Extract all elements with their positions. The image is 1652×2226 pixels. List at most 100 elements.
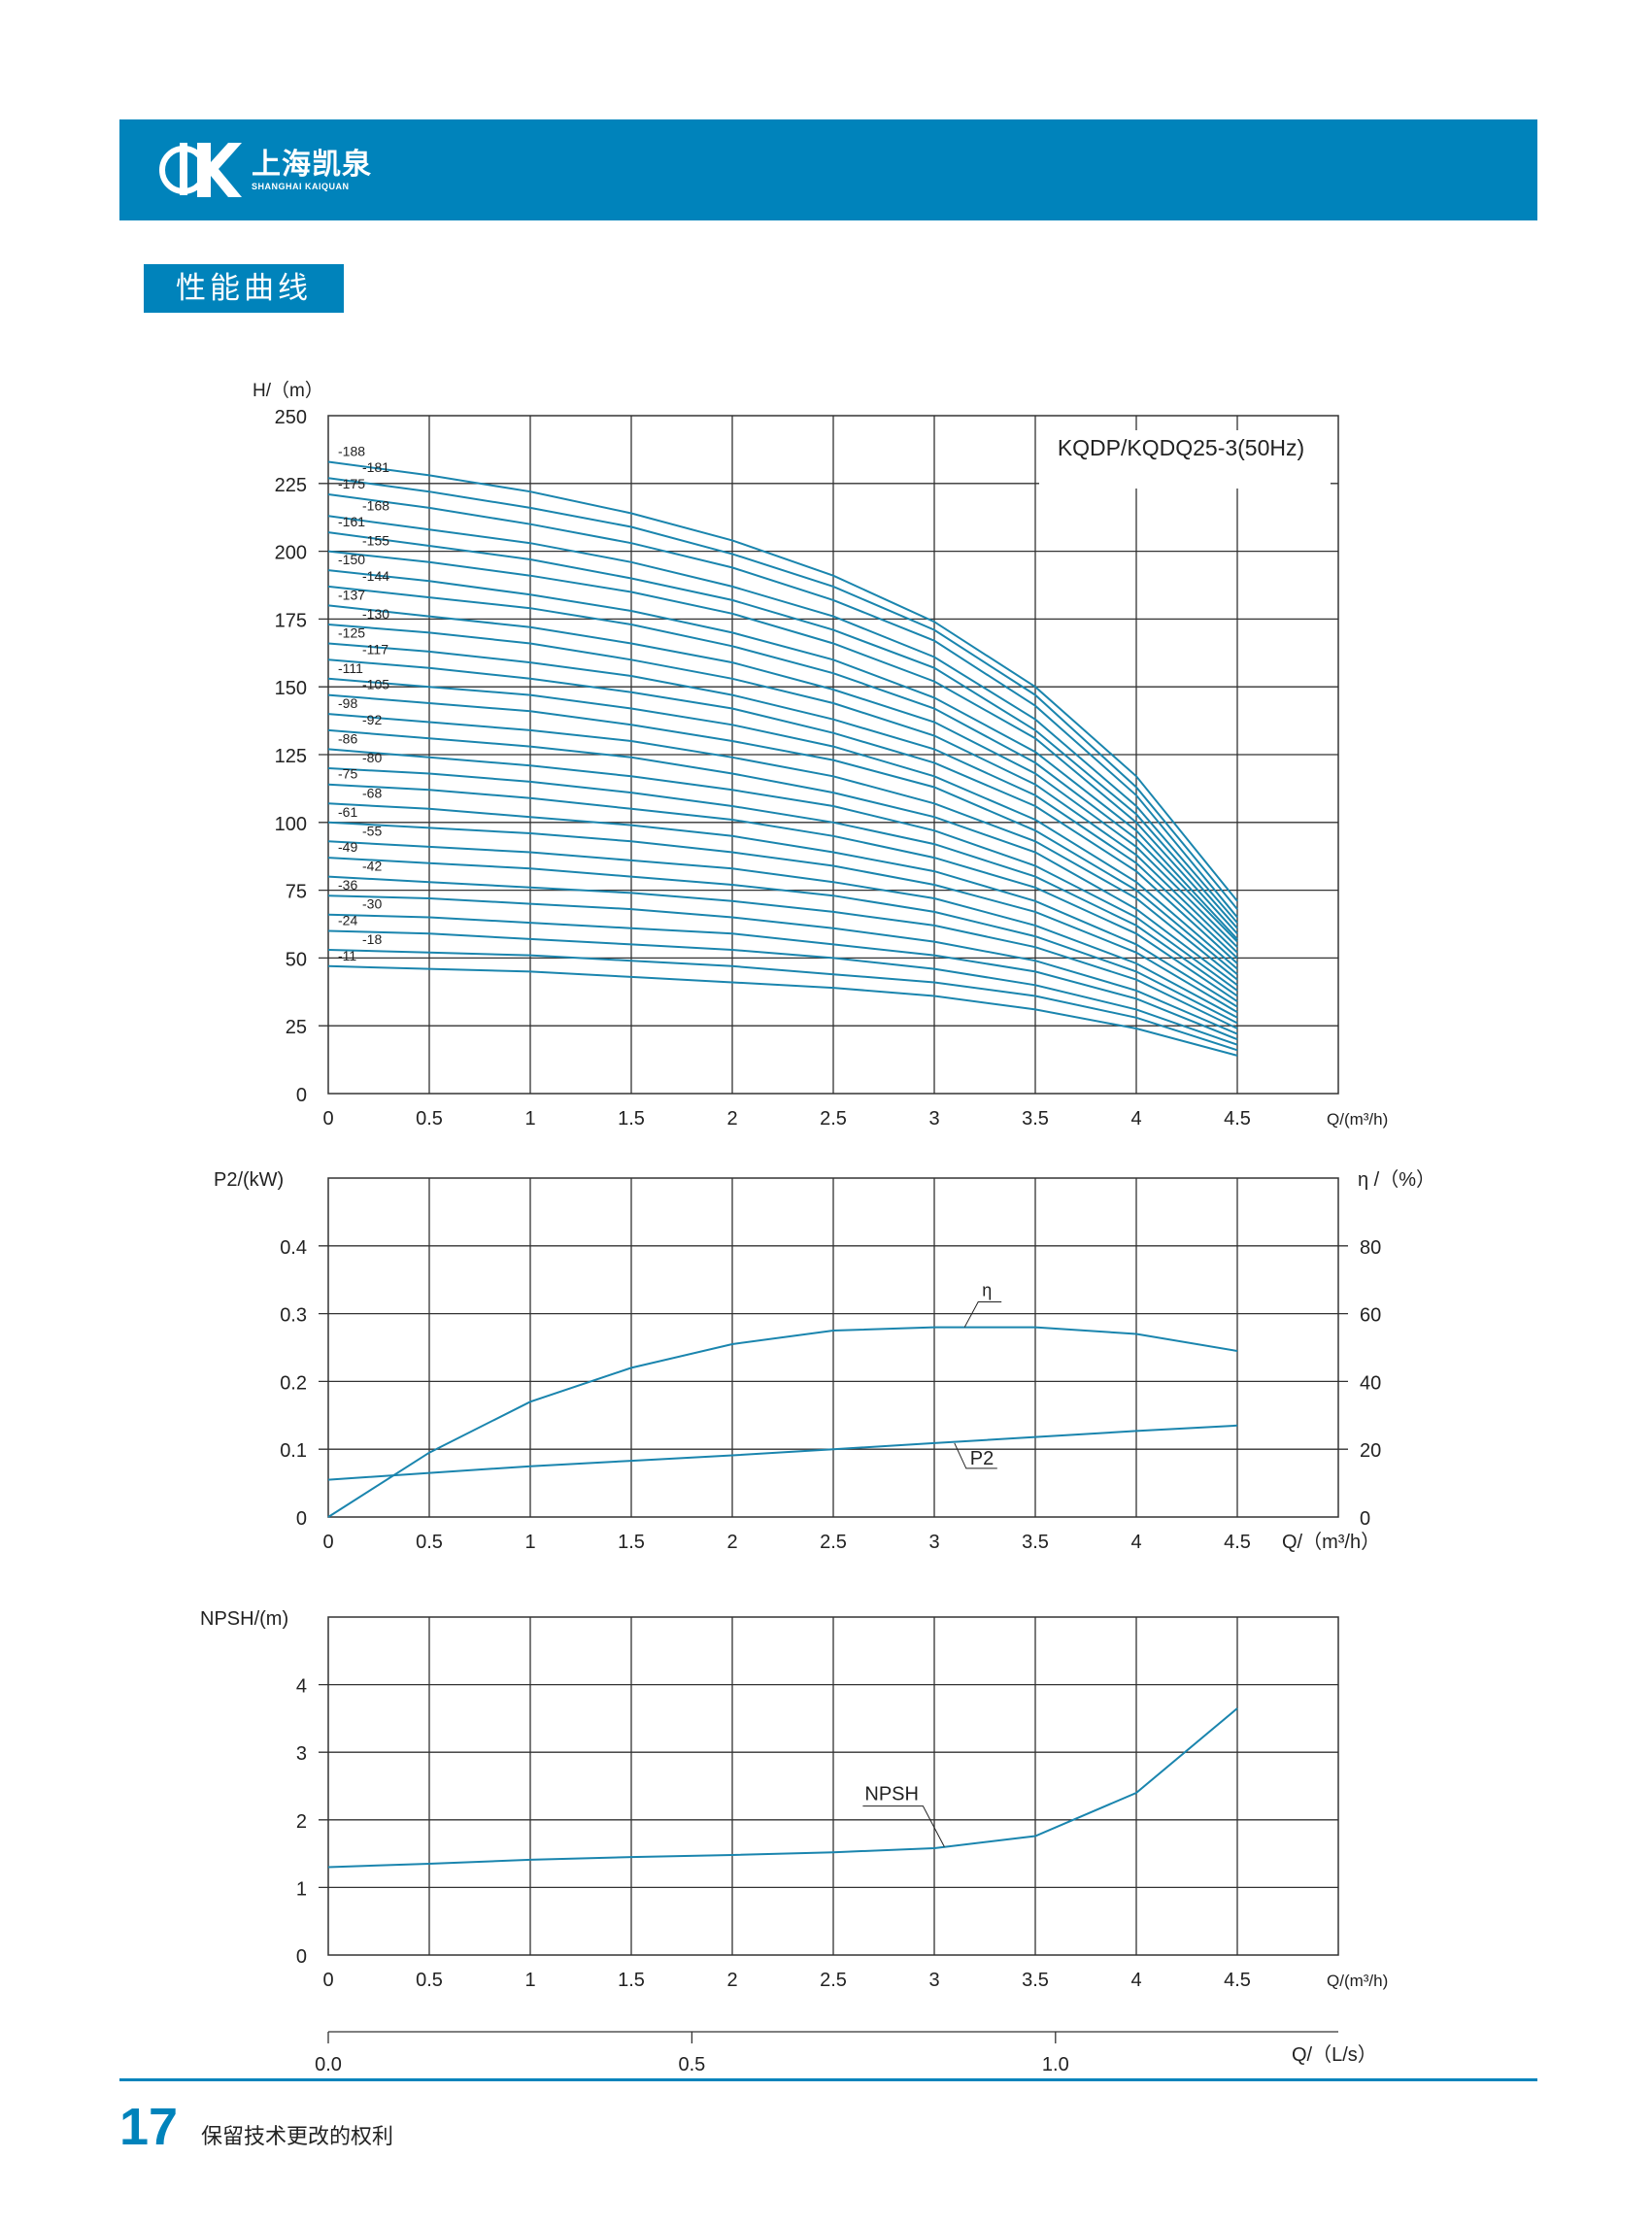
series-label: -98 <box>338 695 357 711</box>
x-tick-label: 2 <box>726 1532 737 1553</box>
chart-title: KQDP/KQDQ25-3(50Hz) <box>1058 435 1304 460</box>
y-tick-label: 0 <box>296 1946 307 1968</box>
y2-tick-label: 40 <box>1360 1372 1381 1394</box>
npsh-chart: 0 0.5 1 1.5 2 2.5 3 3.5 4 4.5 0 1 2 3 4 NPSH/(m) Q/(m³/h… <box>200 1608 1388 2075</box>
x-tick-label: 3.5 <box>1022 1108 1049 1130</box>
y2-axis-label: η /（%） <box>1358 1168 1435 1191</box>
x-axis-label: Q/(m³/h) <box>1327 1972 1388 1990</box>
head-curve-series <box>327 857 1238 1025</box>
y-tick-label: 150 <box>275 678 307 699</box>
series-label: -144 <box>362 568 389 584</box>
series-label: -92 <box>362 712 382 727</box>
series-label: -150 <box>338 552 365 567</box>
head-curve-series <box>327 677 1238 970</box>
head-curve-series <box>327 964 1238 1057</box>
y-tick-label: 25 <box>286 1017 307 1038</box>
npsh-series <box>327 1707 1238 1869</box>
x-tick-label: 2.5 <box>820 1108 847 1130</box>
y2-tick-label: 20 <box>1360 1440 1381 1462</box>
head-curve-series <box>327 949 1238 1052</box>
y-axis-label: P2/(kW) <box>214 1169 284 1191</box>
series-leader-line <box>862 1805 945 1847</box>
x-tick-label: 3 <box>928 1970 939 1991</box>
head-curve-series <box>327 802 1238 1008</box>
head-curve-series <box>327 748 1238 992</box>
y-tick-label: 200 <box>275 543 307 564</box>
head-curve-series <box>327 713 1238 981</box>
x-tick-label: 2.5 <box>820 1970 847 1991</box>
series-label: -24 <box>338 912 357 928</box>
y-tick-label: 175 <box>275 610 307 631</box>
head-curve-series <box>327 728 1238 987</box>
series-label: -49 <box>338 839 357 855</box>
x-tick-label: 3.5 <box>1022 1970 1049 1991</box>
head-curve-series <box>327 658 1238 964</box>
x-tick-label: 0 <box>322 1532 333 1553</box>
x-tick-label: 1.5 <box>618 1532 645 1553</box>
head-curve-series <box>327 767 1238 997</box>
series-label: -168 <box>362 497 389 513</box>
x-tick-label: 4.5 <box>1224 1532 1251 1553</box>
head-curve-series <box>327 840 1238 1019</box>
y-tick-label: 0.2 <box>280 1372 307 1394</box>
y-tick-label: 75 <box>286 882 307 903</box>
head-curve-series <box>327 550 1238 934</box>
series-label: -117 <box>362 641 388 657</box>
y-tick-label: 1 <box>296 1878 307 1900</box>
series-label: -130 <box>362 606 389 622</box>
head-curve-series <box>327 515 1238 924</box>
head-curve-series <box>327 569 1238 940</box>
power-efficiency-chart: 0 0.5 1 1.5 2 2.5 3 3.5 4 4.5 0 0.1 0.2 0.3 0.4 0 20 40 60… <box>214 1168 1435 1553</box>
head-curve-series <box>327 693 1238 975</box>
x-tick-label: 0 <box>322 1970 333 1991</box>
x-tick-label: 0 <box>322 1108 333 1130</box>
page-number: 17 <box>119 2098 179 2156</box>
series-label: -42 <box>362 859 382 874</box>
kaiquan-logo-icon <box>159 143 242 197</box>
series-label: -175 <box>338 476 365 491</box>
series-label: NPSH <box>864 1784 919 1805</box>
brand-logo: 上海凯泉 SHANGHAI KAIQUAN <box>158 133 372 207</box>
y-tick-label: 0 <box>296 1085 307 1106</box>
x-tick-label: 2.5 <box>820 1532 847 1553</box>
x-tick-label: 4.5 <box>1224 1970 1251 1991</box>
series-label: -188 <box>338 443 365 458</box>
head-curve-chart: 0 0.5 1 1.5 2 2.5 3 3.5 4 4.5 0 25 50 75 100 125 150 175 2… <box>253 380 1388 1130</box>
y-tick-label: 50 <box>286 949 307 970</box>
head-curve-series <box>327 929 1238 1046</box>
series-label: -105 <box>362 677 389 692</box>
section-title: 性能曲线 <box>144 264 344 313</box>
series-label: -36 <box>338 877 357 893</box>
brand-name-en: SHANGHAI KAIQUAN <box>252 181 350 191</box>
head-curve-series <box>327 585 1238 943</box>
y-axis-label: H/（m） <box>253 380 323 401</box>
x-tick-label: 0.5 <box>416 1532 443 1553</box>
plot-frame <box>327 1616 1339 1956</box>
performance-series <box>327 1326 1238 1518</box>
series-label: -137 <box>338 587 365 602</box>
series-label: -75 <box>338 766 357 782</box>
y-tick-label: 125 <box>275 746 307 767</box>
footer-divider <box>119 2078 1537 2081</box>
x-tick-label: 2 <box>726 1108 737 1130</box>
x-tick-label: 3 <box>928 1532 939 1553</box>
title-background <box>1039 430 1331 489</box>
x2-tick-label: 0.5 <box>678 2054 705 2075</box>
footer-note: 保留技术更改的权利 <box>201 2125 394 2149</box>
series-label: -86 <box>338 730 357 746</box>
series-label: -80 <box>362 750 382 765</box>
series-label: -111 <box>338 660 363 676</box>
x-tick-label: 4.5 <box>1224 1108 1251 1130</box>
x-tick-label: 4 <box>1130 1108 1141 1130</box>
head-curve-series <box>327 493 1238 919</box>
y-tick-label: 0 <box>296 1508 307 1530</box>
head-curve-series <box>327 913 1238 1041</box>
x-tick-label: 1.5 <box>618 1970 645 1991</box>
head-curve-series <box>327 460 1238 902</box>
brand-name-cn: 上海凯泉 <box>252 147 372 182</box>
y2-tick-label: 0 <box>1360 1508 1370 1530</box>
x-tick-label: 4 <box>1130 1532 1141 1553</box>
series-leader-line <box>963 1301 1002 1328</box>
y-tick-label: 0.4 <box>280 1237 307 1259</box>
